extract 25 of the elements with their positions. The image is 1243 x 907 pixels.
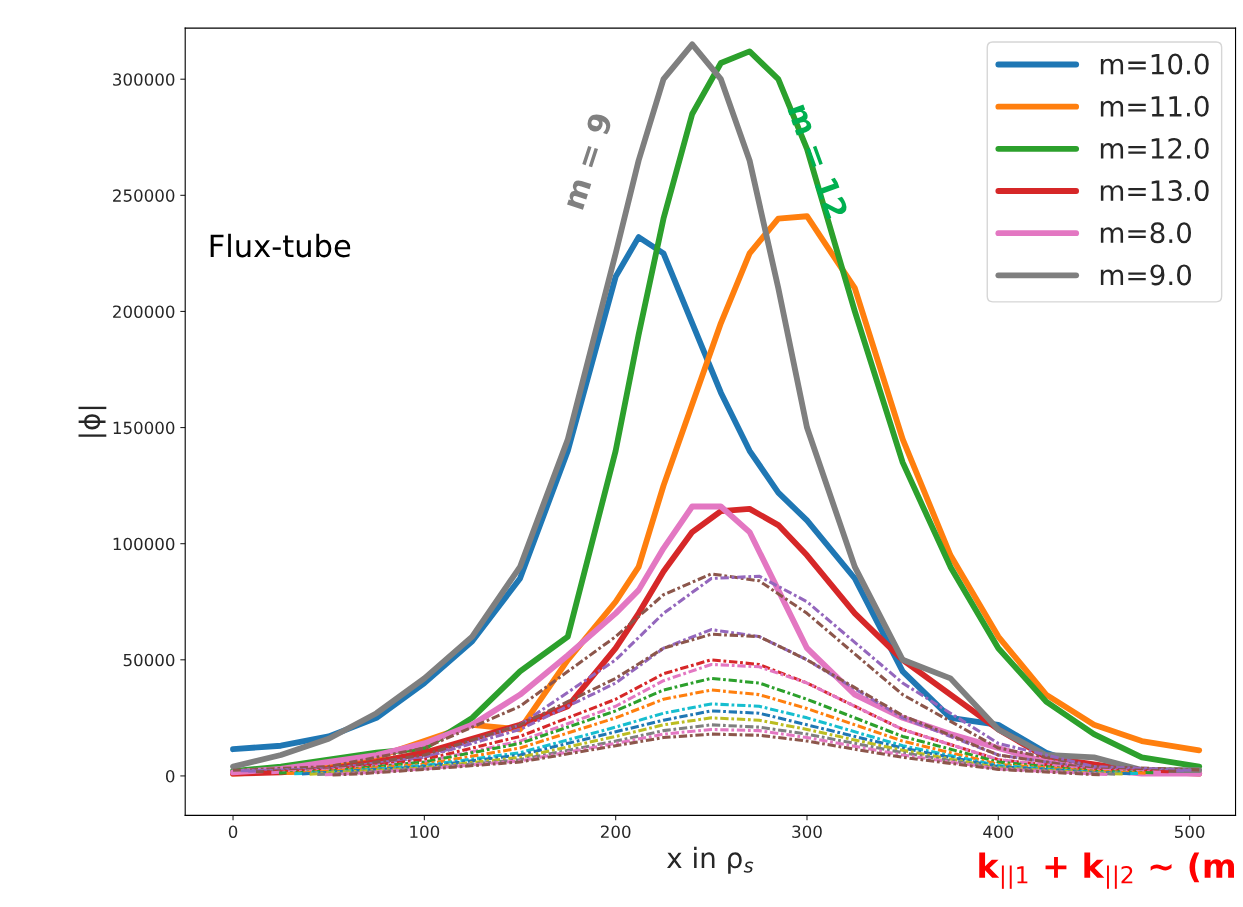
x-tick-label: 300: [792, 825, 822, 839]
legend-label: m=13.0: [1100, 180, 1209, 202]
y-tick-label: 300000: [113, 73, 175, 86]
x-axis-title: x in ρ$_{s}$: [667, 846, 754, 874]
legend-label: m=9.0: [1100, 264, 1192, 286]
annotation: Flux-tube: [210, 233, 351, 258]
y-tick-label: 100000: [113, 537, 175, 551]
y-tick-label: 50000: [123, 653, 175, 667]
legend-label: m=11.0: [1100, 95, 1209, 117]
legend-label: m=8.0: [1100, 222, 1192, 244]
y-tick-label: 200000: [113, 305, 175, 319]
annotation: m = 9: [561, 111, 613, 210]
annotation: m = 12: [787, 102, 849, 220]
y-tick-label: 250000: [113, 189, 175, 202]
text: k$_{||1}$ + k$_{||2}$ ~ (m: [979, 852, 1234, 889]
x-tick-label: 200: [600, 825, 631, 839]
legend-label: m=10.0: [1100, 53, 1209, 75]
x-tick-label: 400: [983, 825, 1014, 839]
y-axis-title: |ϕ|: [78, 406, 107, 437]
legend-label: m=12.0: [1100, 137, 1209, 159]
y-tick-label: 150000: [113, 421, 175, 435]
x-tick-label: 500: [1175, 825, 1205, 839]
y-tick-label: 0: [165, 769, 175, 783]
x-tick-label: 100: [410, 825, 440, 839]
x-tick-label: 0: [228, 825, 238, 839]
